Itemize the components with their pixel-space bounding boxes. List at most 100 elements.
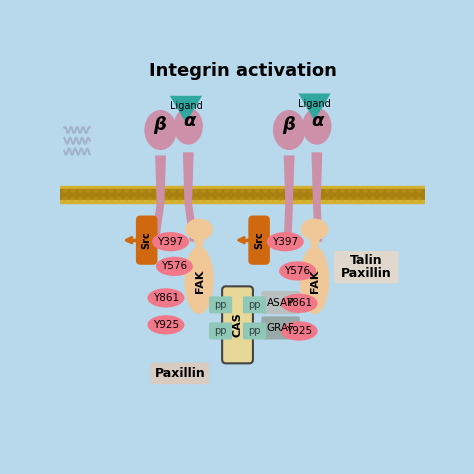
Ellipse shape (152, 232, 189, 251)
FancyBboxPatch shape (261, 316, 300, 339)
Ellipse shape (255, 197, 260, 201)
Ellipse shape (209, 189, 214, 193)
Ellipse shape (309, 197, 314, 201)
Text: Y397: Y397 (272, 237, 298, 246)
Ellipse shape (185, 189, 191, 193)
Text: pp: pp (248, 326, 261, 336)
Ellipse shape (85, 197, 91, 201)
Ellipse shape (363, 189, 368, 193)
Ellipse shape (378, 189, 383, 193)
Ellipse shape (224, 189, 229, 193)
Text: Y397: Y397 (157, 237, 183, 246)
Polygon shape (155, 155, 166, 203)
Ellipse shape (178, 197, 183, 201)
Ellipse shape (324, 197, 329, 201)
Ellipse shape (163, 197, 168, 201)
Ellipse shape (132, 189, 137, 193)
FancyBboxPatch shape (151, 363, 209, 384)
Ellipse shape (170, 197, 175, 201)
Ellipse shape (267, 232, 304, 251)
Ellipse shape (286, 197, 291, 201)
Ellipse shape (124, 197, 129, 201)
Ellipse shape (293, 189, 299, 193)
Ellipse shape (409, 197, 414, 201)
Text: Y925: Y925 (153, 320, 179, 330)
Ellipse shape (401, 197, 407, 201)
Text: Src: Src (142, 231, 152, 249)
Ellipse shape (163, 189, 168, 193)
Ellipse shape (132, 197, 137, 201)
Ellipse shape (247, 197, 253, 201)
Ellipse shape (139, 197, 145, 201)
Ellipse shape (232, 189, 237, 193)
Ellipse shape (270, 197, 276, 201)
Ellipse shape (286, 189, 291, 193)
Text: Ligand: Ligand (298, 99, 331, 109)
Ellipse shape (324, 189, 329, 193)
Text: pp: pp (248, 300, 261, 310)
Ellipse shape (139, 189, 145, 193)
Ellipse shape (173, 108, 203, 145)
Ellipse shape (93, 197, 99, 201)
Ellipse shape (273, 110, 305, 150)
Text: CAS: CAS (233, 312, 243, 337)
Bar (61, 189, 425, 200)
Ellipse shape (101, 197, 106, 201)
Text: GRAF: GRAF (267, 323, 295, 333)
Bar (61, 200, 425, 203)
Ellipse shape (332, 189, 337, 193)
Ellipse shape (147, 288, 184, 308)
Ellipse shape (301, 197, 307, 201)
Polygon shape (170, 96, 202, 123)
Ellipse shape (70, 197, 75, 201)
Ellipse shape (201, 189, 206, 193)
Text: pp: pp (214, 300, 227, 310)
Ellipse shape (417, 197, 422, 201)
Ellipse shape (309, 189, 314, 193)
Ellipse shape (232, 197, 237, 201)
Ellipse shape (170, 189, 175, 193)
Ellipse shape (317, 197, 322, 201)
Ellipse shape (386, 189, 391, 193)
FancyBboxPatch shape (243, 322, 266, 339)
Ellipse shape (116, 189, 122, 193)
Ellipse shape (370, 197, 376, 201)
Ellipse shape (155, 189, 160, 193)
Ellipse shape (301, 189, 307, 193)
Ellipse shape (378, 197, 383, 201)
FancyBboxPatch shape (209, 322, 232, 339)
Ellipse shape (184, 246, 214, 314)
Ellipse shape (355, 197, 360, 201)
Ellipse shape (116, 197, 122, 201)
Ellipse shape (193, 189, 199, 193)
Ellipse shape (270, 189, 276, 193)
Ellipse shape (278, 197, 283, 201)
Ellipse shape (201, 197, 206, 201)
Ellipse shape (147, 315, 184, 335)
Text: pp: pp (214, 326, 227, 336)
Ellipse shape (247, 189, 253, 193)
Ellipse shape (239, 189, 245, 193)
Ellipse shape (339, 197, 345, 201)
Ellipse shape (224, 197, 229, 201)
Ellipse shape (279, 261, 316, 281)
Ellipse shape (317, 189, 322, 193)
Text: Src: Src (254, 231, 264, 249)
Polygon shape (151, 203, 164, 242)
Ellipse shape (155, 197, 160, 201)
Ellipse shape (281, 321, 318, 341)
Ellipse shape (255, 189, 260, 193)
Ellipse shape (70, 189, 75, 193)
Text: Y925: Y925 (286, 326, 312, 336)
Ellipse shape (386, 197, 391, 201)
FancyBboxPatch shape (136, 216, 157, 265)
Text: Talin: Talin (350, 255, 383, 267)
Ellipse shape (417, 189, 422, 193)
Ellipse shape (101, 189, 106, 193)
Ellipse shape (63, 197, 68, 201)
FancyBboxPatch shape (209, 296, 232, 313)
Ellipse shape (216, 197, 222, 201)
Text: α: α (183, 112, 195, 130)
Ellipse shape (281, 294, 318, 313)
Ellipse shape (347, 197, 353, 201)
